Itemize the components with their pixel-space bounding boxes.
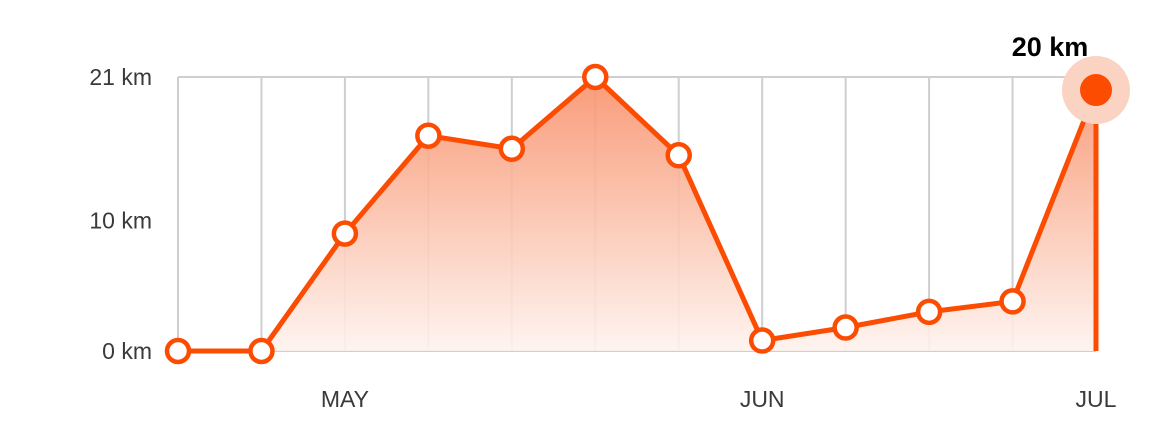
data-point[interactable] xyxy=(415,122,442,149)
data-point[interactable] xyxy=(582,63,609,91)
y-tick-label: 10 km xyxy=(89,208,152,234)
y-axis: 0 km 10 km 21 km xyxy=(89,64,152,364)
highlight-value-label: 20 km xyxy=(1012,32,1089,62)
highlight-point[interactable] xyxy=(1080,74,1112,107)
data-points xyxy=(164,63,1026,365)
x-tick-label: JUN xyxy=(740,386,785,412)
series-path xyxy=(175,74,1099,354)
data-point[interactable] xyxy=(665,142,692,169)
y-tick-label: 21 km xyxy=(89,64,152,90)
data-point[interactable] xyxy=(164,337,192,365)
x-axis: MAY JUN JUL xyxy=(321,386,1117,412)
area-shape xyxy=(178,77,1096,351)
y-tick-label: 0 km xyxy=(102,338,152,364)
data-point[interactable] xyxy=(331,220,359,247)
data-point[interactable] xyxy=(748,327,776,354)
data-point[interactable] xyxy=(999,288,1026,315)
x-tick-label: MAY xyxy=(321,386,369,412)
area-fill xyxy=(178,77,1096,351)
data-point[interactable] xyxy=(498,135,526,163)
x-tick-label: JUL xyxy=(1076,386,1117,412)
series-line xyxy=(175,74,1099,354)
data-point[interactable] xyxy=(832,314,859,341)
data-point[interactable] xyxy=(915,298,943,326)
highlight-callout: 20 km xyxy=(1012,32,1130,125)
data-point[interactable] xyxy=(248,337,275,365)
